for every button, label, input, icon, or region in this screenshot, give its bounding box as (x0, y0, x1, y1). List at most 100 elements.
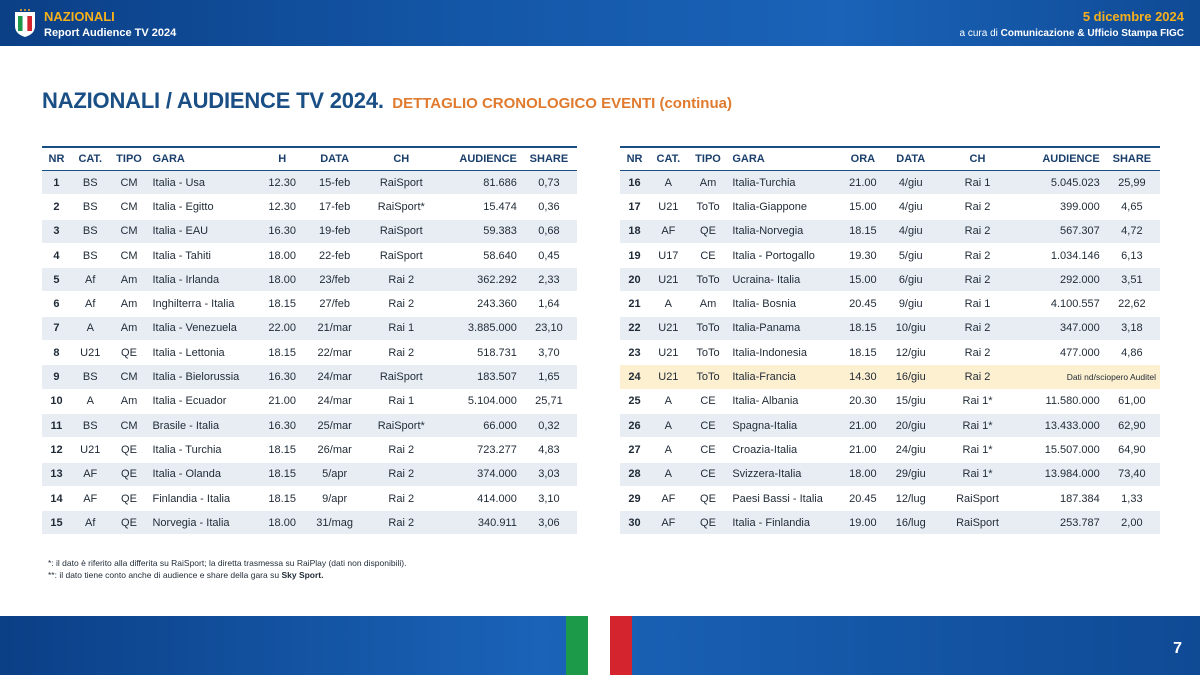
cell-audience: 292.000 (1017, 267, 1104, 293)
cell-audience: 399.000 (1017, 194, 1104, 220)
cell-ch: Rai 1* (937, 462, 1018, 487)
cell-cat: A (70, 389, 110, 414)
figc-shield-logo-icon (15, 9, 35, 37)
cell-audience: 15.474 (436, 194, 521, 220)
cell-nr: 29 (620, 486, 650, 512)
cell-audience: 723.277 (436, 437, 521, 463)
cell-data: 31/mag (303, 510, 366, 536)
cell-ch: Rai 2 (365, 510, 437, 536)
table-row: 13 AF QE Italia - Olanda 18.15 5/apr Rai 2 374.… (42, 462, 577, 487)
cell-gara: Italia - Bielorussia (148, 364, 261, 390)
cell-nr: 5 (42, 267, 71, 293)
cell-nr: 18 (620, 219, 650, 244)
cell-ch: Rai 1* (937, 437, 1018, 463)
cell-nr: 15 (42, 510, 71, 536)
cell-nr: 19 (620, 243, 650, 269)
cell-cat: BS (70, 243, 110, 269)
table-row: 26 A CE Spagna-Italia 21.00 20/giu Rai 1* 13.43… (620, 413, 1160, 439)
cell-audience: 66.000 (436, 413, 521, 439)
cell-nr: 27 (620, 437, 650, 463)
column-header-share: SHARE (1103, 146, 1160, 171)
cell-gara: Italia - Irlanda (148, 267, 261, 293)
column-header-ora: ORA (841, 146, 885, 171)
cell-ora: 21.00 (260, 389, 304, 414)
cell-audience: 362.292 (436, 267, 521, 293)
cell-nr: 13 (42, 462, 71, 487)
cell-data: 6/giu (884, 267, 938, 293)
cell-data: 4/giu (884, 170, 938, 196)
cell-ora: 12.30 (260, 170, 304, 196)
table-row: 22 U21 ToTo Italia-Panama 18.15 10/giu Rai 2 34… (620, 316, 1160, 342)
cell-ch: Rai 1* (937, 413, 1018, 439)
cell-cat: U21 (649, 316, 688, 342)
cell-audience: 13.433.000 (1017, 413, 1104, 439)
cell-ora: 14.30 (841, 364, 885, 390)
cell-ch: RaiSport (937, 510, 1018, 536)
cell-cat: U21 (70, 437, 110, 463)
cell-cat: A (649, 291, 688, 317)
table-row: 4 BS CM Italia - Tahiti 18.00 22-feb RaiSport 5… (42, 243, 577, 269)
cell-gara: Svizzera-Italia (728, 462, 842, 487)
cell-ora: 20.45 (841, 486, 885, 512)
table-row: 25 A CE Italia- Albania 20.30 15/giu Rai 1* 11.… (620, 389, 1160, 414)
cell-tipo: QE (109, 340, 149, 366)
cell-share: 2,00 (1103, 510, 1160, 536)
cell-ch: Rai 2 (365, 486, 437, 512)
page-number: 7 (1173, 640, 1182, 657)
cell-nr: 12 (42, 437, 71, 463)
cell-tipo: QE (687, 219, 729, 244)
cell-gara: Italia - Venezuela (148, 316, 261, 342)
cell-audience: 243.360 (436, 291, 521, 317)
cell-tipo: QE (109, 437, 149, 463)
cell-audience: 1.034.146 (1017, 243, 1104, 269)
column-header-ch: CH (365, 146, 437, 171)
cell-data: 15/giu (884, 389, 938, 414)
cell-data: 22-feb (303, 243, 366, 269)
cell-ora: 18.15 (841, 316, 885, 342)
table-row: 7 A Am Italia - Venezuela 22.00 21/mar Rai 1 3.… (42, 316, 577, 342)
cell-data: 10/giu (884, 316, 938, 342)
cell-tipo: ToTo (687, 364, 729, 390)
column-header-nr: NR (620, 146, 650, 171)
cell-ch: RaiSport* (365, 413, 437, 439)
cell-tipo: CE (687, 437, 729, 463)
cell-nr: 25 (620, 389, 650, 414)
cell-gara: Brasile - Italia (148, 413, 261, 439)
cell-ch: Rai 1 (365, 316, 437, 342)
cell-ch: Rai 2 (937, 219, 1018, 244)
column-header-audience: AUDIENCE (436, 146, 521, 171)
cell-nr: 21 (620, 291, 650, 317)
italian-flag-icon (566, 616, 632, 675)
cell-share: 2,33 (520, 267, 577, 293)
header-bar: NAZIONALI Report Audience TV 2024 5 dice… (0, 0, 1200, 46)
cell-tipo: CE (687, 413, 729, 439)
cell-audience: Dati nd/sciopero Auditel (1017, 364, 1160, 390)
column-header-tipo: TIPO (687, 146, 729, 171)
cell-audience: 3.885.000 (436, 316, 521, 342)
cell-ora: 18.15 (841, 219, 885, 244)
cell-cat: U21 (649, 364, 688, 390)
cell-audience: 374.000 (436, 462, 521, 487)
cell-audience: 5.045.023 (1017, 170, 1104, 196)
cell-gara: Italia - Portogallo (728, 243, 842, 269)
cell-tipo: CM (109, 413, 149, 439)
cell-data: 4/giu (884, 194, 938, 220)
cell-gara: Italia-Francia (728, 364, 842, 390)
cell-share: 3,51 (1103, 267, 1160, 293)
table-row: 10 A Am Italia - Ecuador 21.00 24/mar Rai 1 5.1… (42, 389, 577, 414)
cell-ora: 22.00 (260, 316, 304, 342)
cell-share: 1,65 (520, 364, 577, 390)
cell-share: 4,72 (1103, 219, 1160, 244)
cell-audience: 58.640 (436, 243, 521, 269)
cell-data: 27/feb (303, 291, 366, 317)
cell-share: 4,65 (1103, 194, 1160, 220)
column-header-data: DATA (303, 146, 366, 171)
cell-ch: RaiSport* (365, 194, 437, 220)
table-row: 5 Af Am Italia - Irlanda 18.00 23/feb Rai 2 362… (42, 267, 577, 293)
cell-ora: 21.00 (841, 437, 885, 463)
cell-ora: 18.15 (841, 340, 885, 366)
cell-share: 1,33 (1103, 486, 1160, 512)
